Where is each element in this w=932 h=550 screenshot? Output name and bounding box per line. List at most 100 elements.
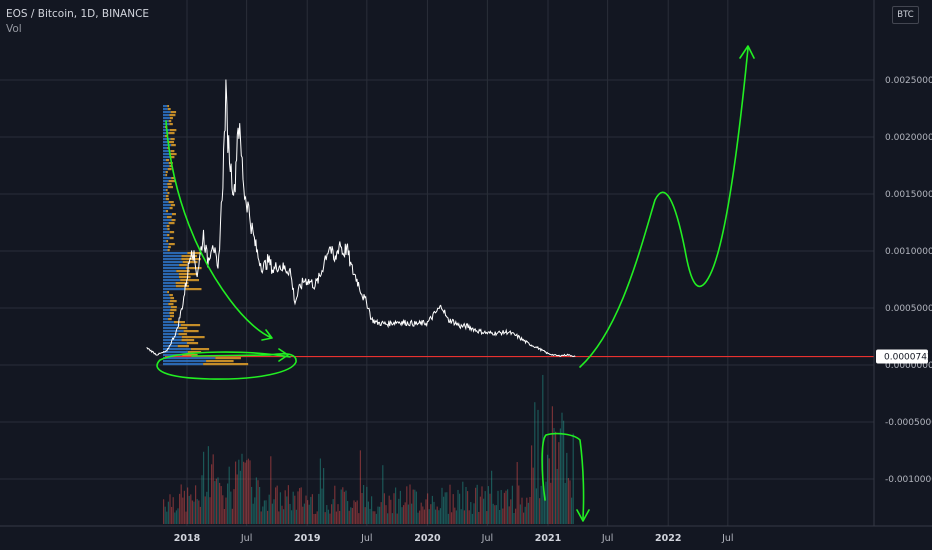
profile-bar-up (163, 330, 184, 333)
volume-bar (340, 489, 342, 524)
volume-bar (497, 490, 499, 524)
profile-bar-up (163, 237, 170, 240)
profile-bar-up (163, 285, 176, 288)
profile-bar-down (166, 225, 170, 228)
profile-bar-down (170, 156, 175, 159)
profile-bar-up (163, 291, 168, 294)
profile-bar-up (163, 231, 170, 234)
symbol-title[interactable]: EOS / Bitcoin, 1D, BINANCE (6, 8, 150, 20)
profile-bar-up (163, 171, 166, 174)
volume-bar (511, 485, 513, 524)
volume-bar (499, 509, 501, 524)
volume-bar (406, 486, 408, 524)
volume-bar (292, 491, 294, 524)
profile-bar-up (163, 240, 167, 243)
profile-bar-down (181, 339, 195, 342)
profile-bar-down (168, 180, 176, 183)
profile-bar-up (163, 198, 166, 201)
y-tick-label: 0.0005000 (885, 304, 932, 314)
volume-bar (238, 459, 240, 524)
volume-bar (467, 491, 469, 524)
time-axis[interactable]: 2018 Jul 2019 Jul 2020 Jul 2021 Jul 2022 Jul (0, 525, 932, 544)
profile-bar-down (168, 120, 172, 123)
profile-bar-down (169, 165, 173, 168)
profile-bar-up (163, 150, 171, 153)
volume-bar (321, 488, 323, 524)
profile-bar-up (163, 219, 172, 222)
profile-bar-down (169, 153, 177, 156)
volume-bar (379, 506, 381, 524)
profile-bar-down (165, 174, 168, 177)
profile-bar-up (163, 264, 180, 267)
profile-bar-down (181, 336, 205, 339)
volume-bar (251, 486, 253, 524)
volume-bar (435, 509, 437, 524)
volume-bar (433, 501, 435, 524)
profile-bar-up (163, 225, 167, 228)
profile-bar-down (170, 315, 174, 318)
volume-bar (548, 458, 550, 524)
volume-bar (214, 481, 216, 524)
profile-bar-down (171, 177, 176, 180)
volume-bar (180, 484, 182, 524)
volume-bar (393, 493, 395, 524)
volume-indicator-label[interactable]: Vol (6, 23, 22, 35)
volume-bar (382, 465, 384, 524)
volume-bar (369, 508, 371, 524)
profile-bar-up (163, 144, 172, 147)
profile-bar-up (163, 207, 170, 210)
profile-bar-up (163, 282, 176, 285)
volume-bar (211, 464, 213, 524)
volume-bar (339, 510, 341, 524)
profile-bar-down (173, 321, 185, 324)
profile-bar-down (171, 144, 176, 147)
volume-bar (361, 492, 363, 524)
volume-bar (199, 506, 201, 524)
profile-bar-down (167, 291, 170, 294)
volume-bar (163, 499, 165, 524)
volume-bar (372, 511, 374, 524)
volume-bar (479, 496, 481, 524)
profile-bar-down (167, 105, 170, 108)
volume-bar (383, 493, 385, 524)
volume-bar (183, 490, 185, 524)
volume-bar (439, 508, 441, 524)
volume-bar (279, 492, 281, 524)
volume-bar (484, 491, 486, 524)
volume-bar (267, 510, 269, 524)
profile-bar-up (163, 255, 182, 258)
volume-bar (275, 487, 277, 524)
volume-bar (537, 409, 539, 524)
volume-bar (241, 453, 243, 524)
volume-bar (465, 486, 467, 524)
profile-bar-up (163, 270, 177, 273)
price-axis[interactable]: 0.0025000 0.0020000 0.0015000 0.0010000 0.00… (873, 0, 932, 526)
volume-bar (423, 509, 425, 524)
volume-bar (358, 513, 360, 524)
profile-bar-up (163, 306, 171, 309)
x-tick-label: Jul (481, 533, 493, 544)
profile-bar-up (163, 132, 169, 135)
profile-bar-up (163, 300, 171, 303)
volume-bar (420, 502, 422, 524)
volume-bar (390, 499, 392, 524)
profile-bar-up (163, 345, 178, 348)
profile-bar-down (165, 195, 169, 198)
volume-bars (163, 374, 574, 524)
volume-bar (513, 512, 515, 524)
profile-bar-down (178, 333, 187, 336)
profile-bar-up (163, 315, 171, 318)
profile-bar-down (170, 111, 177, 114)
volume-bar (375, 513, 377, 524)
volume-bar (444, 492, 446, 524)
currency-badge[interactable]: BTC (892, 6, 919, 24)
volume-bar (571, 497, 573, 524)
profile-bar-up (163, 267, 187, 270)
volume-bar (332, 499, 334, 524)
volume-bar (524, 506, 526, 524)
volume-bar (323, 468, 325, 524)
profile-bar-down (168, 222, 175, 225)
profile-bar-down (165, 135, 168, 138)
profile-bar-up (163, 342, 187, 345)
